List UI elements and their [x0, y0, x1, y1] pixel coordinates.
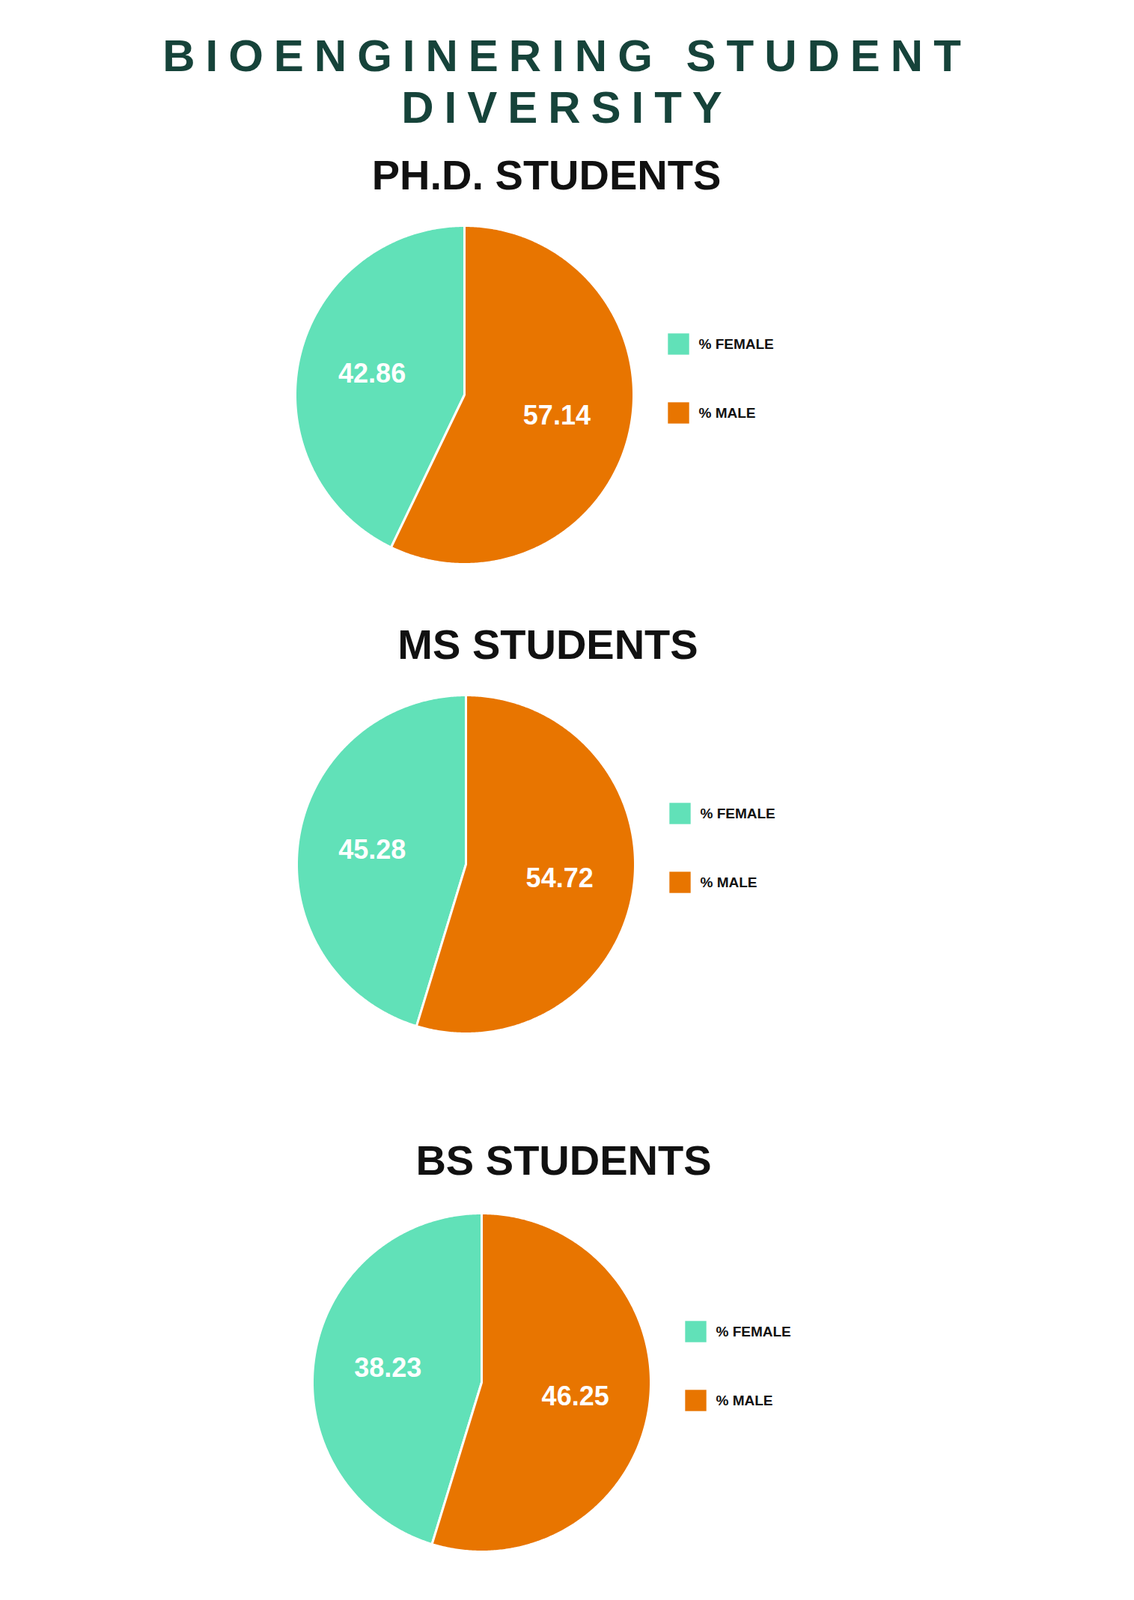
svg-text:% FEMALE: % FEMALE [699, 336, 774, 352]
html-text:BS STUDENTS: BS STUDENTS [415, 1136, 712, 1184]
html-text:BIOENGINERING STUDENT DIVERSIT: BIOENGINERING STUDENT DIVERSITY [162, 30, 972, 133]
svg-text:% MALE: % MALE [699, 404, 756, 421]
svg-text:42.86: 42.86 [338, 357, 406, 389]
svg-text:% MALE: % MALE [700, 874, 758, 890]
svg-text:% MALE: % MALE [716, 1392, 774, 1408]
svg-text:45.28: 45.28 [338, 833, 406, 865]
svg-text:57.14: 57.14 [523, 399, 591, 431]
svg-text:% FEMALE: % FEMALE [716, 1323, 792, 1340]
html-text:MS STUDENTS: MS STUDENTS [397, 620, 699, 668]
svg-text:38.23: 38.23 [354, 1351, 422, 1383]
svg-text:54.72: 54.72 [526, 862, 594, 893]
html-text:PH.D. STUDENTS: PH.D. STUDENTS [371, 151, 722, 199]
svg-text:% FEMALE: % FEMALE [700, 805, 776, 822]
svg-text:46.25: 46.25 [541, 1380, 610, 1411]
